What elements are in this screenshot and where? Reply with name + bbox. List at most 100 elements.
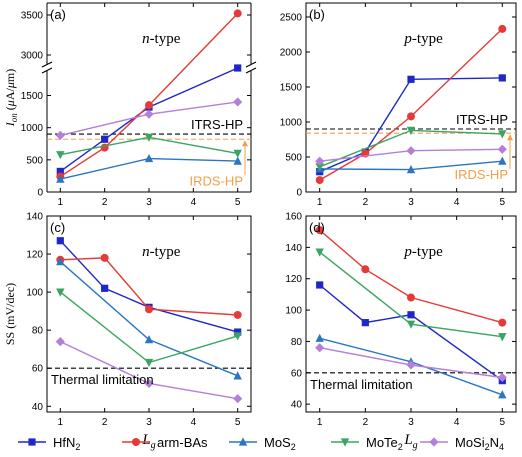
y-axis-title: Ion (μA/μm) xyxy=(3,69,19,127)
axis-break-mark xyxy=(245,67,257,74)
data-point-MoSi2N4 xyxy=(233,394,243,404)
y-tick-label: 1000 xyxy=(280,118,303,129)
legend-item-MoTe2: MoTe2 xyxy=(331,435,403,452)
reference-label-thermal: Thermal limitation xyxy=(51,372,154,387)
data-point-MoS2 xyxy=(233,371,242,380)
data-point-arm-BAs xyxy=(407,112,415,121)
data-point-MoTe2 xyxy=(498,333,507,342)
x-tick-label: 2 xyxy=(102,197,108,208)
y-tick-label: 140 xyxy=(285,243,302,254)
legend-marker xyxy=(132,438,140,446)
y-tick-label: 0 xyxy=(296,188,302,199)
x-tick-label: 1 xyxy=(58,417,64,428)
data-point-MoTe2 xyxy=(144,133,154,142)
data-point-MoSi2N4 xyxy=(144,378,154,389)
reference-label-thermal: Thermal limitation xyxy=(310,377,413,392)
data-point-arm-BAs xyxy=(145,305,153,314)
x-tick-label: 3 xyxy=(408,417,414,428)
data-point-MoTe2 xyxy=(406,126,416,135)
series-line-MoTe2 xyxy=(59,291,238,364)
data-point-MoSi2N4 xyxy=(315,156,325,166)
panel-label: (a) xyxy=(50,7,66,22)
y-tick-label: 80 xyxy=(291,337,303,348)
data-point-MoSi2N4 xyxy=(497,144,507,154)
y-tick-label: 160 xyxy=(285,212,302,223)
legend-marker xyxy=(340,438,350,447)
legend-marker xyxy=(28,438,36,446)
data-point-MoS2 xyxy=(233,156,242,165)
x-tick-label: 5 xyxy=(500,197,506,208)
y-tick-label: 120 xyxy=(285,274,302,285)
series-line-HfN2 xyxy=(59,67,238,172)
data-point-arm-BAs xyxy=(100,253,109,262)
legend-item-MoSi2N4: MoSi2N4 xyxy=(420,435,504,452)
data-point-MoTe2 xyxy=(56,288,65,297)
x-tick-label: 2 xyxy=(363,197,369,208)
reference-label-irds: IRDS-HP xyxy=(190,173,243,188)
data-point-arm-BAs xyxy=(145,101,153,110)
x-axis-title: Lg xyxy=(403,432,417,451)
data-point-MoSi2N4 xyxy=(55,336,65,347)
x-tick-label: 2 xyxy=(102,417,108,428)
legend-item-HfN2: HfN2 xyxy=(18,435,80,452)
x-tick-label: 4 xyxy=(191,417,197,428)
data-point-HfN2 xyxy=(56,167,64,176)
panel-c: 1 2 3 4 5 40 60 80 100 120 140 (c) n-type Thermal lim… xyxy=(3,212,252,451)
data-point-MoTe2 xyxy=(315,163,324,172)
legend-label: MoTe2 xyxy=(366,435,403,452)
data-point-MoTe2 xyxy=(315,248,324,257)
y-tick-label: 100 xyxy=(26,288,43,299)
axis-break-mark xyxy=(41,67,53,74)
data-point-MoS2 xyxy=(406,165,416,174)
reference-label-itrs: ITRS-HP xyxy=(456,112,508,127)
legend-label: MoSi2N4 xyxy=(455,435,504,452)
panel-d: 1 2 3 4 5 40 60 80 100 120 140 160 (d) p-type Thermal … xyxy=(285,212,517,451)
legend-marker xyxy=(238,437,248,446)
data-point-MoSi2N4 xyxy=(497,372,507,383)
series-line-arm-BAs xyxy=(319,28,503,181)
panel-label: (b) xyxy=(309,7,325,22)
data-point-arm-BAs xyxy=(407,293,415,302)
x-tick-label: 2 xyxy=(363,417,369,428)
data-point-arm-BAs xyxy=(233,9,242,18)
legend: HfN2 arm-BAs MoS2 MoTe2 MoSi2N4 xyxy=(18,435,504,452)
axis-break-mark xyxy=(245,61,257,68)
data-point-arm-BAs xyxy=(233,310,242,319)
y-tick-label: 3000 xyxy=(21,51,44,62)
x-tick-label: 4 xyxy=(454,417,460,428)
x-axis-title: Lg xyxy=(141,432,155,451)
x-tick-label: 3 xyxy=(146,197,152,208)
data-point-MoS2 xyxy=(144,335,154,344)
y-tick-label: 1500 xyxy=(21,91,44,102)
data-point-MoSi2N4 xyxy=(233,97,243,107)
panel-label: (c) xyxy=(50,220,65,235)
data-point-MoS2 xyxy=(56,257,65,266)
data-point-arm-BAs xyxy=(315,176,324,185)
y-tick-label: 3500 xyxy=(21,11,44,22)
device-type-label: p-type xyxy=(403,31,443,47)
data-point-HfN2 xyxy=(498,74,506,82)
data-point-arm-BAs xyxy=(498,318,507,327)
legend-label: MoS2 xyxy=(264,435,296,452)
y-tick-label: 60 xyxy=(291,368,303,379)
legend-label: HfN2 xyxy=(53,435,80,452)
device-type-label: n-type xyxy=(142,31,181,47)
data-point-HfN2 xyxy=(101,135,109,143)
data-point-MoTe2 xyxy=(233,149,242,159)
y-tick-label: 120 xyxy=(26,250,43,261)
panel-label: (d) xyxy=(309,220,325,235)
series-line-arm-BAs xyxy=(60,257,238,316)
y-tick-label: 100 xyxy=(285,306,302,317)
data-point-MoTe2 xyxy=(144,358,154,368)
x-tick-label: 1 xyxy=(58,197,64,208)
y-axis-title: SS (mV/dec) xyxy=(3,283,17,345)
panel-b: 1 2 3 4 5 0 500 1000 1500 2000 2500 (b) p-type ITRS-H… xyxy=(280,2,517,208)
data-point-MoTe2 xyxy=(56,151,65,160)
y-tick-label: 1500 xyxy=(280,83,303,94)
x-tick-label: 5 xyxy=(500,417,506,428)
legend-marker xyxy=(429,437,439,447)
device-type-label: p-type xyxy=(403,244,443,260)
x-tick-label: 5 xyxy=(235,197,241,208)
x-tick-label: 4 xyxy=(191,197,197,208)
